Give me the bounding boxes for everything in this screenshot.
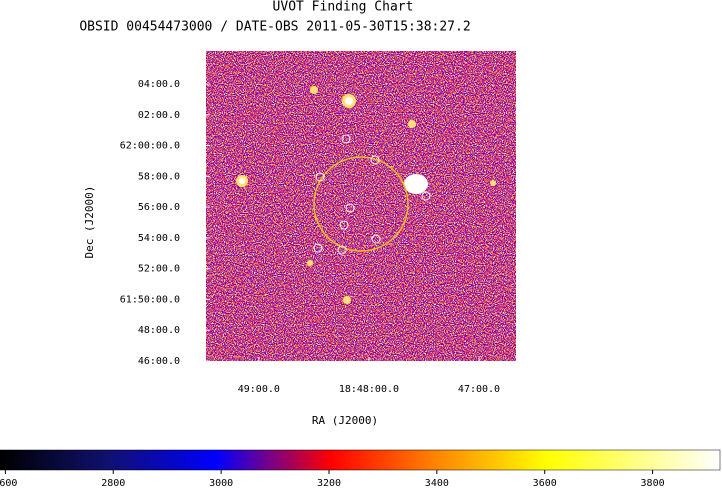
y-tick-label: 46:00.0: [138, 356, 180, 367]
y-tick-label: 58:00.0: [138, 171, 180, 182]
y-tick-label: 56:00.0: [138, 202, 180, 213]
y-tick-label: 62:00:00.0: [120, 141, 180, 152]
colorbar-tick-label: 2600: [0, 478, 17, 489]
y-axis-label: Dec (J2000): [83, 186, 96, 259]
colorbar-tick-label: 3800: [641, 478, 665, 489]
colorbar-tick-label: 3600: [533, 478, 557, 489]
x-tick-label: 49:00.0: [238, 384, 280, 395]
bright-stars: [236, 86, 496, 304]
colorbar-tick-label: 2800: [101, 478, 125, 489]
error-circle: [313, 156, 409, 252]
y-tick-label: 52:00.0: [138, 264, 180, 275]
chart-subtitle: OBSID 00454473000 / DATE-OBS 2011-05-30T…: [79, 20, 470, 35]
colorbar: [0, 449, 721, 471]
y-tick-label: 61:50:00.0: [120, 294, 180, 305]
sky-image: [206, 51, 516, 361]
y-tick-label: 04:00.0: [138, 79, 180, 90]
colorbar-tick-label: 3400: [425, 478, 449, 489]
sky-pixels: [206, 51, 516, 361]
source-markers: [313, 134, 431, 255]
colorbar-tick-label: 3200: [317, 478, 341, 489]
x-tick-label: 47:00.0: [458, 384, 500, 395]
y-tick-label: 48:00.0: [138, 325, 180, 336]
y-tick-label: 02:00.0: [138, 110, 180, 121]
y-tick-label: 54:00.0: [138, 233, 180, 244]
chart-title: UVOT Finding Chart: [273, 0, 414, 15]
x-axis-label: RA (J2000): [312, 414, 378, 427]
x-tick-label: 18:48:00.0: [339, 384, 399, 395]
axes: 04:00.0 02:00.0 62:00:00.0 58:00.0 56:00.0 54…: [0, 79, 665, 489]
colorbar-tick-label: 3000: [209, 478, 233, 489]
